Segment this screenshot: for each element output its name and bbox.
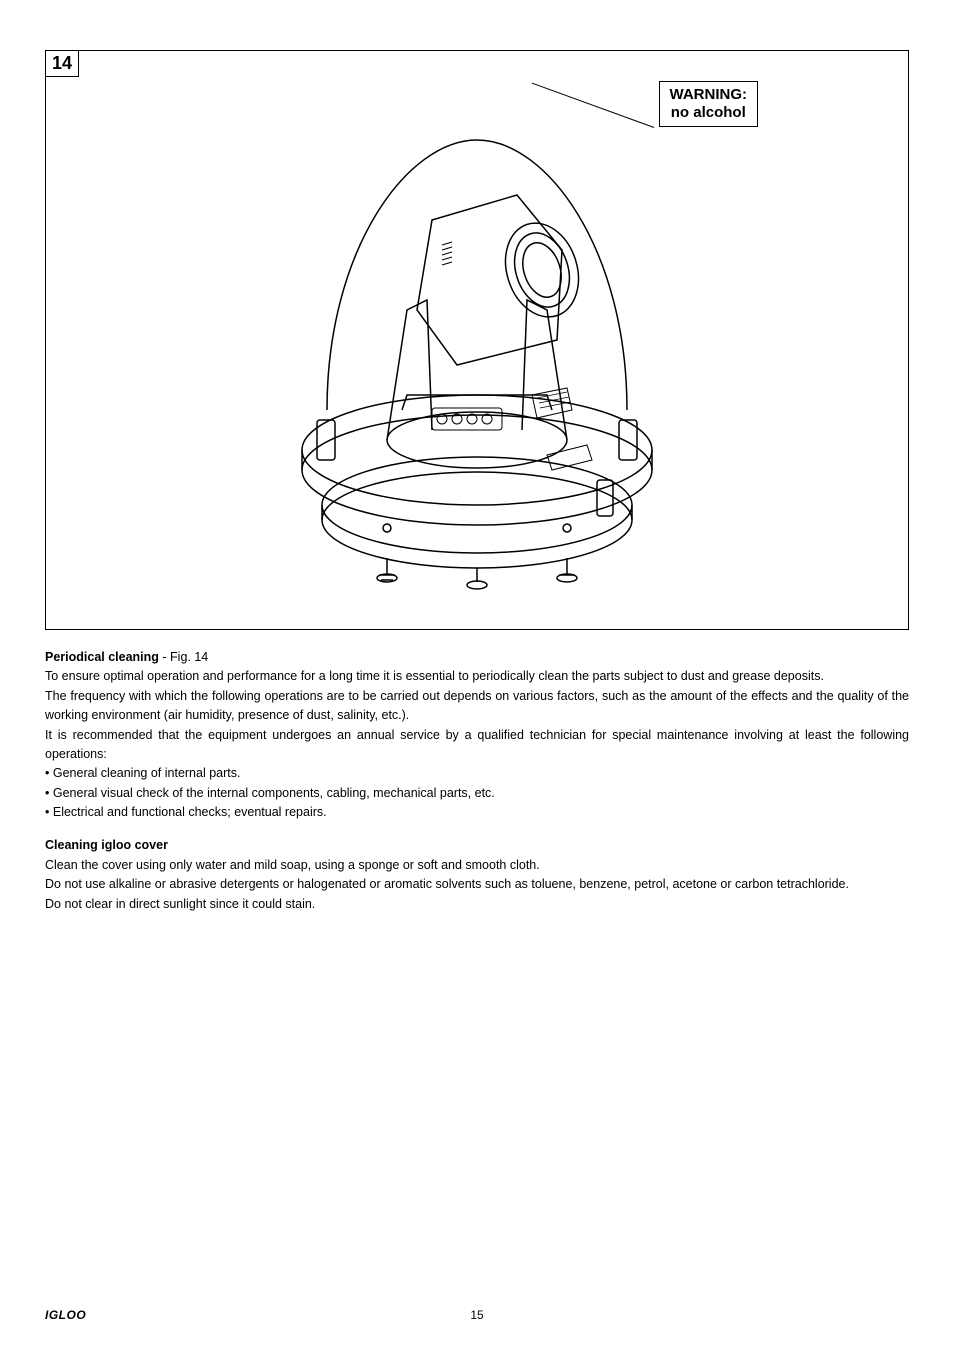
section2-p1: Clean the cover using only water and mil… — [45, 856, 909, 875]
figure-14-container: 14 WARNING: no alcohol — [45, 50, 909, 630]
page-footer: IGLOO 15 — [45, 1308, 909, 1322]
section1-heading-line: Periodical cleaning - Fig. 14 — [45, 648, 909, 667]
section1-fig-ref: - Fig. 14 — [159, 650, 208, 664]
warning-line1: WARNING: — [670, 86, 748, 104]
section2-p3: Do not clear in direct sunlight since it… — [45, 895, 909, 914]
footer-spacer — [906, 1308, 909, 1322]
section1-title: Periodical cleaning — [45, 650, 159, 664]
list-item: Electrical and functional checks; eventu… — [45, 803, 909, 822]
page-number: 15 — [470, 1308, 483, 1322]
product-name: IGLOO — [45, 1308, 86, 1322]
figure-number: 14 — [52, 53, 72, 73]
section1-bullets: General cleaning of internal parts. Gene… — [45, 764, 909, 822]
list-item: General visual check of the internal com… — [45, 784, 909, 803]
figure-number-box: 14 — [45, 50, 79, 77]
section1-p1: To ensure optimal operation and performa… — [45, 667, 909, 686]
igloo-fixture-diagram — [257, 110, 697, 610]
section2-p2: Do not use alkaline or abrasive detergen… — [45, 875, 909, 894]
section2-title: Cleaning igloo cover — [45, 836, 909, 855]
section1-p2: The frequency with which the following o… — [45, 687, 909, 726]
list-item: General cleaning of internal parts. — [45, 764, 909, 783]
body-text: Periodical cleaning - Fig. 14 To ensure … — [45, 648, 909, 914]
section2: Cleaning igloo cover Clean the cover usi… — [45, 836, 909, 914]
section1-p3: It is recommended that the equipment und… — [45, 726, 909, 765]
